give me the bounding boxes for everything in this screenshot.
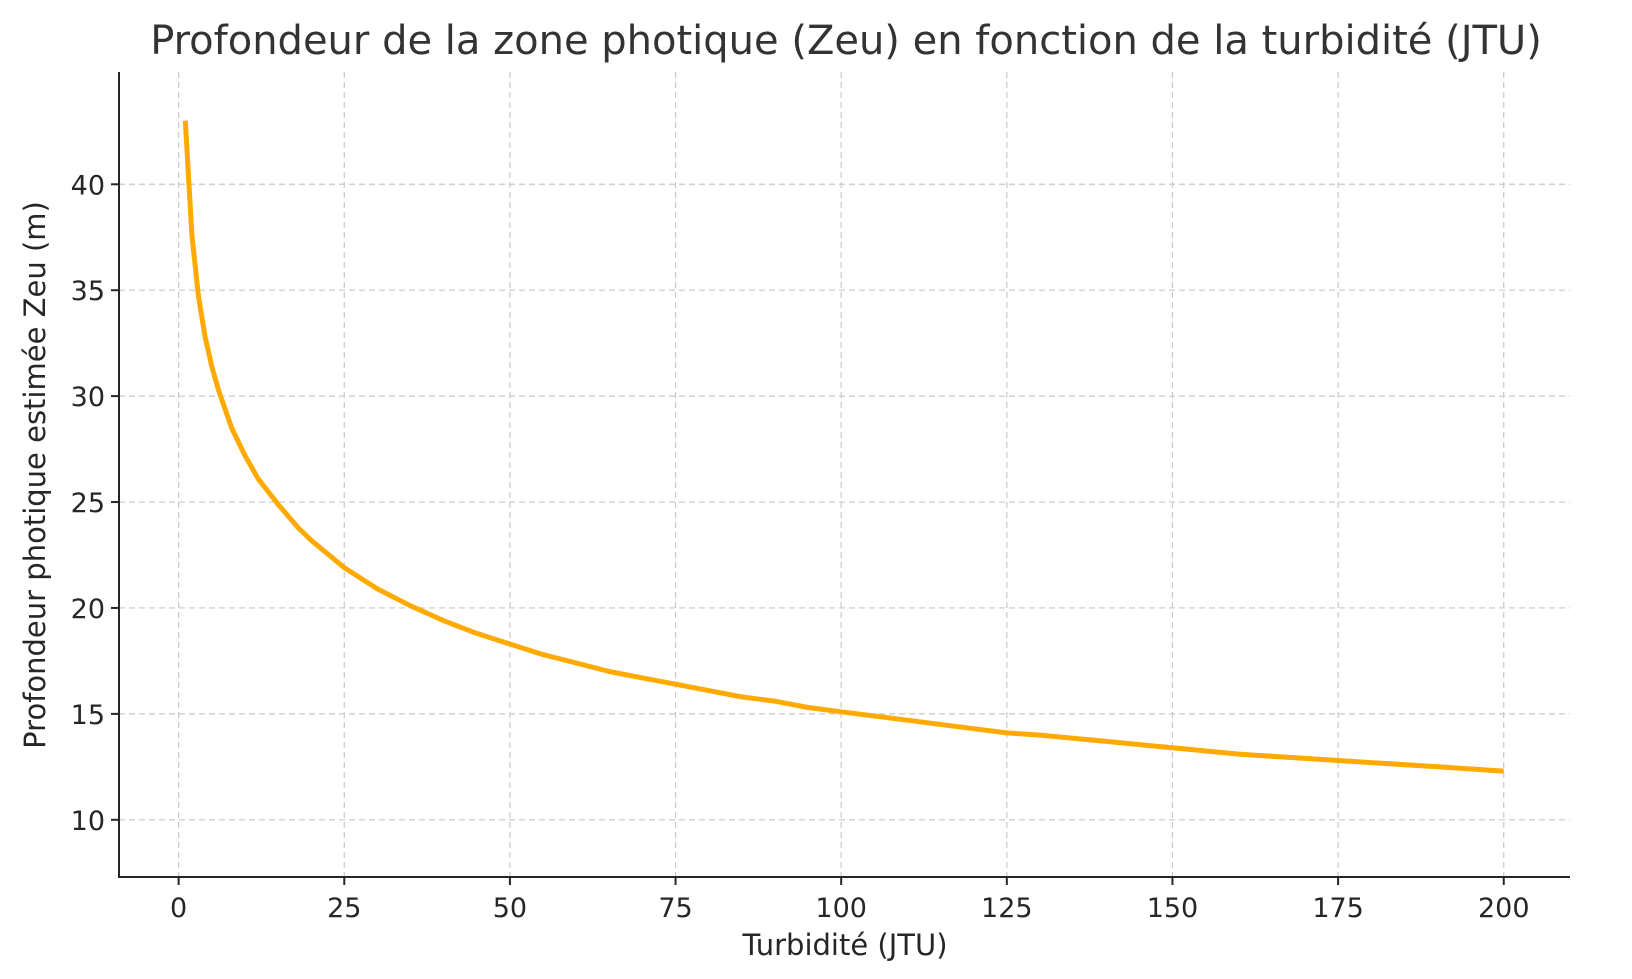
y-tick-label: 40 bbox=[71, 170, 105, 201]
y-tick-label: 25 bbox=[71, 488, 105, 519]
x-tick-label: 125 bbox=[981, 893, 1033, 924]
y-tick-label: 20 bbox=[71, 594, 105, 625]
x-tick-label: 100 bbox=[815, 893, 867, 924]
x-tick-label: 175 bbox=[1312, 893, 1364, 924]
x-tick-label: 200 bbox=[1478, 893, 1530, 924]
x-axis-ticks: 0 25 50 75 100 125 150 175 200 bbox=[170, 877, 1530, 924]
x-axis-label: Turbidité (JTU) bbox=[741, 928, 947, 962]
y-tick-label: 10 bbox=[71, 806, 105, 837]
series-line-0 bbox=[182, 120, 1504, 774]
x-tick-label: 0 bbox=[170, 893, 187, 924]
y-tick-label: 35 bbox=[71, 276, 105, 307]
y-axis-label: Profondeur photique estimée Zeu (m) bbox=[18, 201, 52, 749]
x-tick-label: 50 bbox=[493, 893, 527, 924]
y-axis-ticks: 10 15 20 25 30 35 40 bbox=[71, 170, 119, 837]
y-tick-label: 30 bbox=[71, 382, 105, 413]
series-layer bbox=[182, 120, 1504, 774]
y-tick-label: 15 bbox=[71, 700, 105, 731]
grid-layer bbox=[119, 72, 1570, 877]
x-tick-label: 25 bbox=[327, 893, 361, 924]
x-tick-label: 75 bbox=[658, 893, 692, 924]
axes bbox=[118, 72, 1570, 878]
chart-title: Profondeur de la zone photique (Zeu) en … bbox=[150, 18, 1542, 64]
axes-frame-left-bottom bbox=[118, 72, 1570, 878]
x-tick-label: 150 bbox=[1147, 893, 1199, 924]
